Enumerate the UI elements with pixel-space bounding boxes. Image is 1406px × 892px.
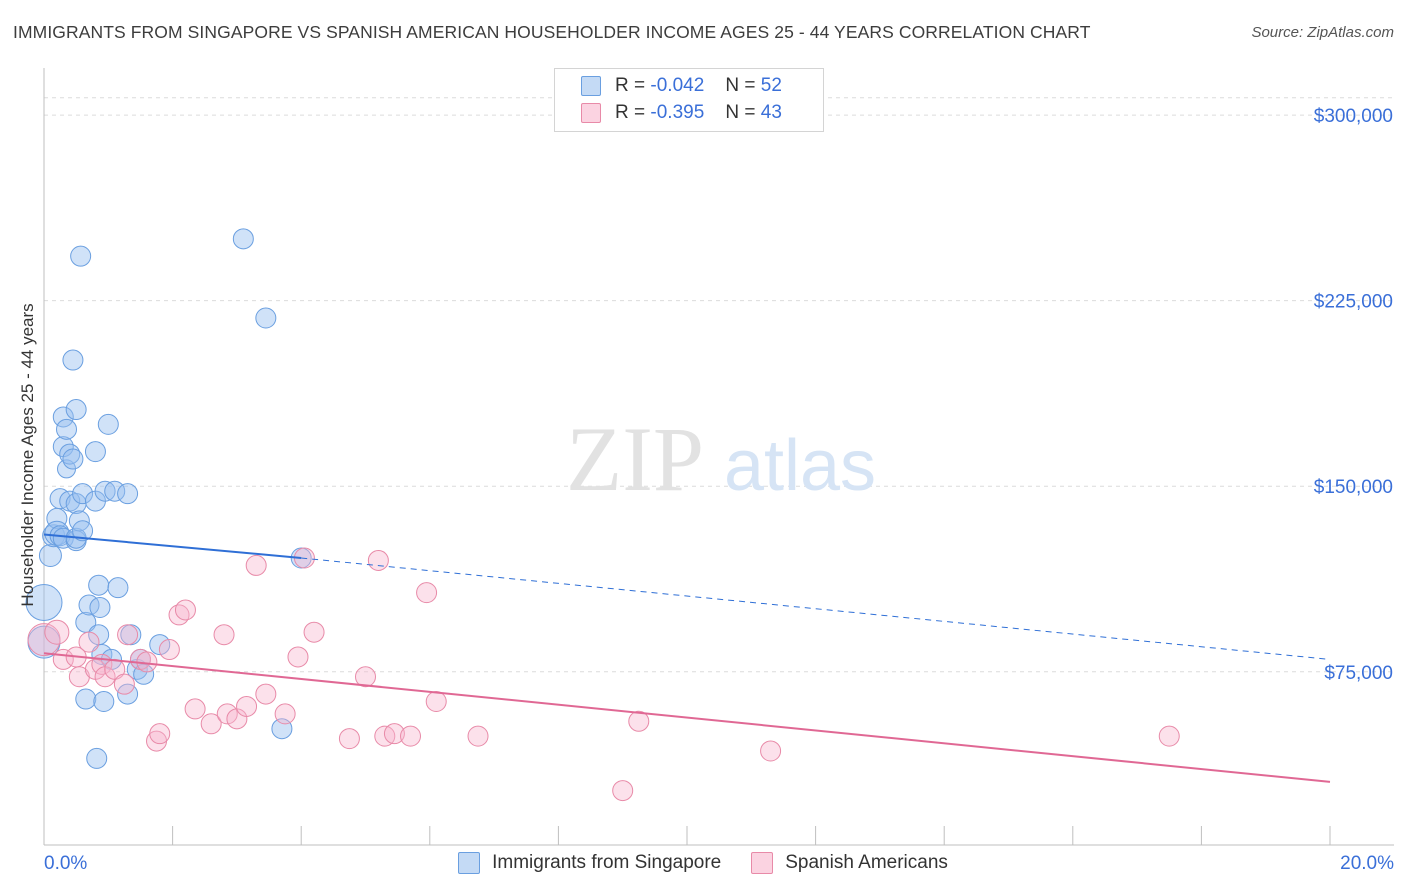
- point-singapore: [38, 544, 62, 568]
- trend-singapore-extension: [301, 557, 1331, 660]
- y-tick-label: $75,000: [1324, 663, 1393, 684]
- stats-legend: R = -0.042 N = 52 R = -0.395 N = 43: [554, 68, 824, 132]
- point-spanish: [367, 549, 389, 571]
- x-tick-label: 0.0%: [44, 853, 87, 874]
- point-singapore: [65, 399, 87, 421]
- point-spanish: [213, 624, 235, 646]
- x-tick-label: 20.0%: [1340, 853, 1394, 874]
- y-tick-label: $150,000: [1314, 477, 1393, 498]
- point-spanish: [149, 723, 171, 745]
- legend-r-value: -0.042: [650, 75, 705, 96]
- point-spanish: [200, 713, 222, 735]
- axes-layer: $75,000 $150,000 $225,000 $300,000 0.0% 20.0%: [43, 68, 1394, 874]
- point-spanish: [174, 599, 196, 621]
- legend-label: Spanish Americans: [785, 852, 948, 873]
- point-spanish: [400, 725, 422, 747]
- point-singapore: [107, 577, 129, 599]
- point-spanish: [44, 619, 70, 645]
- point-spanish: [628, 710, 650, 732]
- legend-n-label: N =: [725, 75, 756, 96]
- point-spanish: [287, 646, 309, 668]
- watermark: ZIP atlas: [566, 408, 876, 510]
- point-spanish: [760, 740, 782, 762]
- point-spanish: [113, 673, 135, 695]
- point-spanish: [416, 582, 438, 604]
- point-spanish: [245, 554, 267, 576]
- legend-row-singapore: R = -0.042 N = 52: [581, 74, 782, 98]
- point-singapore: [86, 747, 108, 769]
- point-singapore: [52, 527, 74, 549]
- point-singapore: [56, 418, 78, 440]
- watermark-atlas: atlas: [724, 426, 876, 506]
- point-singapore: [104, 480, 126, 502]
- point-singapore: [75, 688, 97, 710]
- point-singapore: [62, 349, 84, 371]
- legend-label: Immigrants from Singapore: [492, 852, 722, 873]
- legend-n-label: N =: [725, 102, 756, 123]
- legend-r-value: -0.395: [650, 102, 705, 123]
- grid-layer: [44, 97, 1394, 673]
- y-tick-label: $300,000: [1314, 106, 1393, 127]
- legend-swatch-blue: [581, 76, 601, 96]
- point-singapore: [255, 307, 277, 329]
- point-spanish: [184, 698, 206, 720]
- point-spanish: [236, 695, 258, 717]
- point-singapore: [97, 413, 119, 435]
- trend-spanish: [43, 652, 1331, 783]
- point-spanish: [612, 780, 634, 802]
- series-legend: Immigrants from Singapore Spanish Americ…: [0, 852, 1406, 874]
- point-spanish: [158, 639, 180, 661]
- point-spanish: [255, 683, 277, 705]
- trend-singapore: [43, 533, 302, 559]
- point-singapore: [25, 584, 63, 622]
- trend-layer: [43, 533, 1331, 783]
- point-singapore: [84, 441, 106, 463]
- legend-item-spanish[interactable]: Spanish Americans: [751, 852, 948, 874]
- point-singapore: [149, 634, 171, 656]
- point-spanish: [78, 631, 100, 653]
- y-tick-label: $225,000: [1314, 292, 1393, 313]
- y-axis-title: Householder Income Ages 25 - 44 years: [18, 303, 37, 606]
- point-spanish: [425, 690, 447, 712]
- watermark-zip: ZIP: [566, 408, 704, 510]
- point-spanish: [383, 723, 405, 745]
- legend-r-label: R =: [615, 102, 646, 123]
- point-spanish: [274, 703, 296, 725]
- point-spanish: [1158, 725, 1180, 747]
- point-spanish: [303, 621, 325, 643]
- legend-item-singapore[interactable]: Immigrants from Singapore: [458, 852, 721, 874]
- legend-n-value: 43: [760, 102, 782, 123]
- legend-swatch-blue: [458, 852, 481, 874]
- legend-r-label: R =: [615, 75, 646, 96]
- point-spanish: [355, 666, 376, 688]
- source-label: Source: ZipAtlas.com: [1251, 24, 1394, 41]
- point-singapore: [232, 228, 254, 250]
- point-spanish: [27, 623, 61, 657]
- point-singapore: [89, 596, 111, 618]
- legend-n-value: 52: [760, 75, 782, 96]
- chart-title: IMMIGRANTS FROM SINGAPORE VS SPANISH AME…: [13, 22, 1091, 42]
- legend-swatch-pink: [581, 103, 601, 123]
- point-singapore: [117, 483, 139, 505]
- legend-swatch-pink: [751, 852, 774, 874]
- point-singapore: [70, 245, 92, 267]
- point-singapore: [52, 406, 74, 428]
- point-singapore: [72, 483, 94, 505]
- point-spanish: [467, 725, 489, 747]
- point-singapore: [62, 448, 84, 470]
- point-singapore: [93, 690, 115, 712]
- point-spanish: [216, 703, 238, 725]
- point-spanish: [117, 624, 139, 646]
- legend-row-spanish: R = -0.395 N = 43: [581, 101, 782, 125]
- points-layer: [25, 228, 1180, 802]
- point-singapore: [72, 520, 94, 542]
- point-spanish: [338, 728, 360, 750]
- point-singapore: [88, 574, 110, 596]
